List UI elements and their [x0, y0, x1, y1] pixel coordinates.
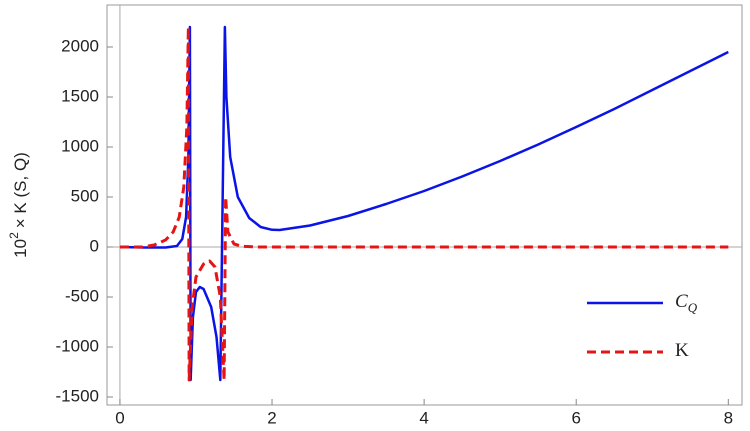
- legend-label: CQ: [675, 291, 698, 315]
- y-tick-label: 2000: [61, 36, 99, 55]
- x-tick-label: 2: [267, 408, 276, 427]
- y-tick-label: -1500: [56, 386, 99, 405]
- legend-label: K: [675, 340, 689, 361]
- y-tick-label: 500: [71, 186, 99, 205]
- legend-name: K: [675, 340, 689, 361]
- y-label-exp: 2: [7, 232, 21, 239]
- y-label-rest: × K (S, Q): [11, 152, 30, 228]
- x-tick-label: 6: [571, 408, 580, 427]
- x-tick-label: 8: [724, 408, 733, 427]
- y-tick-label: 1500: [61, 86, 99, 105]
- legend-subscript: Q: [688, 300, 698, 315]
- y-tick-label: -500: [65, 286, 99, 305]
- y-label-base: 10: [11, 239, 30, 258]
- y-axis-label: 102 × K (S, Q): [7, 152, 30, 258]
- series-line: [119, 25, 729, 382]
- plot-frame: [106, 4, 743, 406]
- series-line: [119, 25, 729, 382]
- x-tick-label: 4: [419, 408, 428, 427]
- y-tick-label: -1000: [56, 336, 99, 355]
- y-tick-label: 0: [90, 236, 99, 255]
- x-tick-label: 0: [115, 408, 124, 427]
- y-tick-label: 1000: [61, 136, 99, 155]
- legend-name: C: [675, 291, 688, 312]
